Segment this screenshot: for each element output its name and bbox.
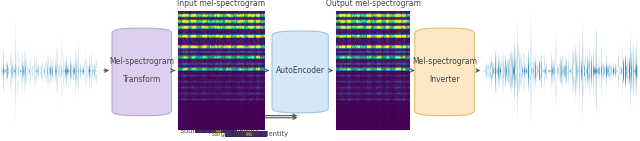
Text: Output mel-spectrogram: Output mel-spectrogram — [326, 0, 420, 8]
Text: Mel-spectrogram: Mel-spectrogram — [109, 57, 174, 66]
Text: Source speaker identity: Source speaker identity — [180, 128, 259, 134]
Text: Inverter: Inverter — [429, 75, 460, 84]
FancyBboxPatch shape — [272, 31, 328, 113]
Text: Transform: Transform — [123, 75, 161, 84]
FancyBboxPatch shape — [225, 131, 267, 137]
Text: AutoEncoder: AutoEncoder — [276, 66, 324, 75]
Text: Mel-spectrogram: Mel-spectrogram — [412, 57, 477, 66]
FancyBboxPatch shape — [415, 28, 474, 116]
Text: Input mel-spectrogram: Input mel-spectrogram — [177, 0, 266, 8]
Text: Target speaker identity: Target speaker identity — [211, 131, 288, 137]
FancyBboxPatch shape — [195, 128, 237, 133]
FancyBboxPatch shape — [112, 28, 172, 116]
FancyBboxPatch shape — [216, 128, 221, 133]
FancyBboxPatch shape — [246, 132, 252, 136]
